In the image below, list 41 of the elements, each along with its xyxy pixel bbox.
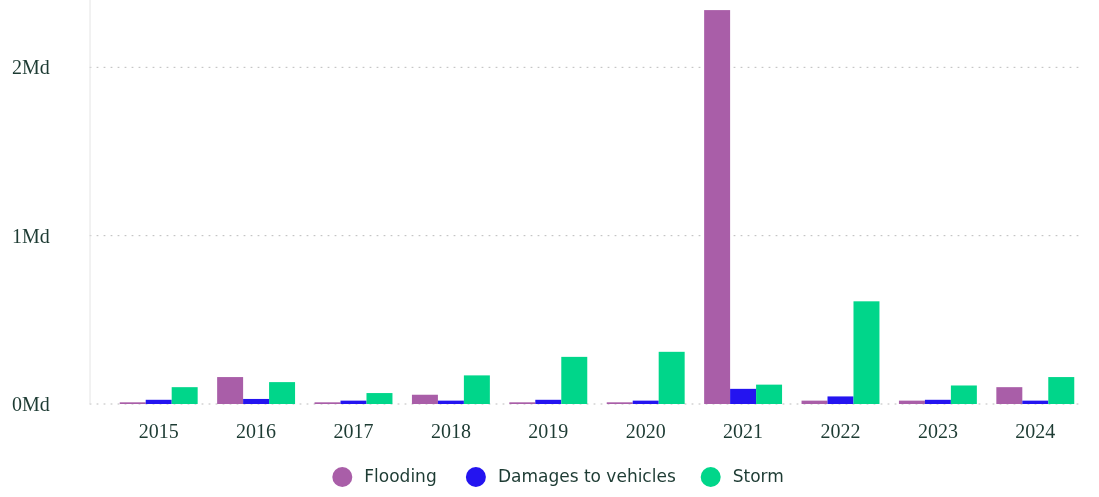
- x-tick-label: 2019: [528, 420, 569, 442]
- bar: [145, 399, 172, 404]
- bar: [243, 398, 270, 404]
- bar: [269, 382, 296, 404]
- bar: [1022, 400, 1049, 404]
- x-tick-label: 2022: [820, 420, 861, 442]
- bar: [535, 399, 562, 404]
- x-tick-label: 2018: [430, 420, 471, 442]
- legend-label: Flooding: [364, 466, 437, 486]
- bar: [924, 399, 951, 404]
- bar: [756, 384, 783, 404]
- bar: [996, 387, 1023, 404]
- bar: [658, 351, 685, 404]
- bar: [950, 385, 977, 404]
- bar: [730, 388, 757, 404]
- bar: [411, 394, 438, 404]
- x-tick-label: 2021: [723, 420, 764, 442]
- bar: [801, 400, 828, 404]
- bar: [632, 400, 659, 404]
- bar: [898, 400, 925, 404]
- legend-label: Damages to vehicles: [497, 466, 676, 486]
- x-tick-label: 2015: [138, 420, 179, 442]
- y-tick-label: 2Md: [12, 56, 50, 79]
- bar: [561, 356, 588, 404]
- x-tick-label: 2023: [917, 420, 958, 442]
- legend-label: Storm: [732, 466, 784, 486]
- x-tick-label: 2020: [625, 420, 666, 442]
- x-tick-label: 2016: [236, 420, 277, 442]
- bar: [1048, 377, 1075, 404]
- bar: [463, 375, 490, 404]
- bar: [437, 400, 464, 404]
- x-tick-label: 2017: [333, 420, 374, 442]
- bar: [704, 10, 731, 404]
- bar: [827, 396, 854, 404]
- x-tick-label: 2024: [1015, 420, 1056, 442]
- bar: [366, 393, 393, 404]
- bar: [171, 387, 198, 404]
- y-tick-label: 1Md: [12, 224, 50, 247]
- bar: [853, 301, 880, 404]
- bar: [217, 377, 244, 404]
- y-tick-label: 0Md: [12, 393, 50, 415]
